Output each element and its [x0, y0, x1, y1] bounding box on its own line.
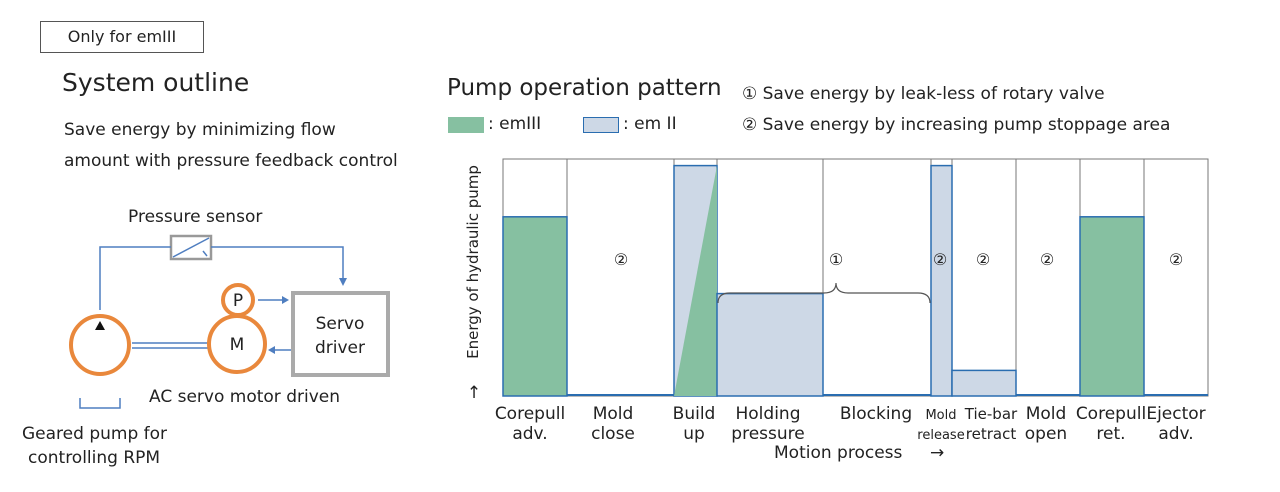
phase-box: [1143, 158, 1209, 397]
category-label-6-0: Tie-bar: [964, 405, 1018, 423]
legend-emIII-swatch: [448, 117, 484, 133]
system-outline-title: System outline: [62, 68, 250, 97]
phase-box: [566, 158, 675, 397]
note-2: ② Save energy by increasing pump stoppag…: [742, 115, 1171, 135]
category-label-8-1: ret.: [1096, 424, 1125, 444]
phase-box: [822, 158, 932, 397]
y-axis-arrow: ↑: [467, 383, 481, 403]
system-desc-line-2: amount with pressure feedback control: [64, 151, 398, 171]
chart-title: Pump operation pattern: [447, 75, 722, 101]
sensor-to-driver-wire: [211, 246, 344, 284]
category-label-7-1: open: [1025, 424, 1067, 444]
category-label-1-1: close: [591, 424, 635, 444]
category-label-9-1: adv.: [1158, 424, 1193, 444]
category-label-0-1: adv.: [512, 424, 547, 444]
servo-driver-box: [291, 291, 390, 377]
phase-box: [1015, 158, 1081, 397]
category-label-0-0: Corepull: [495, 404, 565, 424]
legend-emII-swatch: [583, 117, 619, 133]
system-desc-line-1: Save energy by minimizing flow: [64, 120, 336, 140]
category-label-5-0: Mold: [925, 408, 956, 423]
motor-label: AC servo motor driven: [149, 387, 340, 407]
pump-label-1: Geared pump for: [22, 424, 167, 444]
pump-label-2: controlling RPM: [28, 448, 160, 468]
servo-label-1: Servo: [316, 314, 365, 334]
pump-direction-icon: [95, 321, 105, 330]
bar-emII-3: [716, 292, 824, 397]
x-axis-label: Motion process: [774, 443, 903, 463]
marker-two-0: ②: [614, 250, 628, 269]
category-label-6-1: retract: [966, 425, 1017, 443]
category-label-5-1: release: [917, 428, 964, 443]
category-label-2-1: up: [683, 424, 705, 444]
emIII-badge: Only for emIII: [40, 21, 204, 53]
servo-label-2: driver: [315, 338, 365, 358]
x-axis-arrow: →: [930, 443, 944, 463]
system-diagram: Pressure sensor P M Servo driver AC serv…: [22, 207, 390, 468]
phase-box: [951, 158, 1017, 397]
p-label: P: [233, 291, 243, 311]
bar-emIII-8: [1079, 216, 1145, 397]
legend-emIII-label: : emIII: [488, 114, 542, 134]
y-axis-label: Energy of hydraulic pump: [464, 165, 482, 359]
motor-circle: [207, 314, 267, 374]
marker-two-3: ②: [1040, 250, 1054, 269]
category-label-2-0: Build: [673, 404, 716, 424]
sensor-wire: [99, 246, 171, 310]
marker-two-2: ②: [976, 250, 990, 269]
marker-two-1: ②: [933, 250, 947, 269]
category-label-1-0: Mold: [593, 404, 634, 424]
legend-emII-label: : em II: [623, 114, 677, 134]
pressure-sensor-label: Pressure sensor: [128, 207, 262, 227]
bar-emII-5: [930, 164, 953, 397]
category-label-7-0: Mold: [1026, 404, 1067, 424]
geared-pump-icon: [69, 314, 131, 376]
marker-two-4: ②: [1169, 250, 1183, 269]
category-label-3-0: Holding: [736, 404, 801, 424]
category-label-3-1: pressure: [731, 424, 804, 444]
note-1: ① Save energy by leak-less of rotary val…: [742, 84, 1105, 104]
category-label-9-0: Ejector: [1146, 404, 1205, 424]
brace-one: [717, 282, 931, 304]
bar-emIII-0: [502, 216, 568, 397]
bar-emII-6: [951, 369, 1017, 397]
tank-line: [79, 398, 121, 409]
m-label: M: [230, 335, 245, 355]
category-label-8-0: Corepull: [1076, 404, 1146, 424]
marker-one: ①: [829, 250, 843, 269]
category-label-4-0: Blocking: [840, 404, 912, 424]
